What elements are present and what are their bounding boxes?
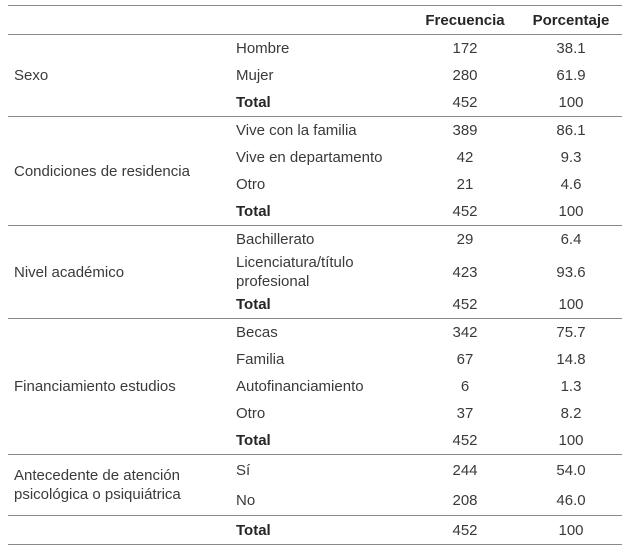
frecuencia-cell: 29 bbox=[456, 231, 474, 248]
table-header: Frecuencia Porcentaje bbox=[8, 5, 622, 35]
frecuencia-cell: 389 bbox=[452, 122, 478, 139]
category-cell bbox=[8, 516, 236, 545]
header-empty-category bbox=[8, 6, 236, 35]
frecuencia-cell: 67 bbox=[456, 351, 474, 368]
section-financiamiento-estudios: Financiamiento estudios Becas 342 75.7 F… bbox=[8, 319, 622, 455]
porcentaje-cell: 46.0 bbox=[556, 491, 586, 509]
label-cell: Vive con la familia bbox=[236, 122, 357, 139]
frecuencia-cell: 423 bbox=[452, 263, 478, 281]
section-condiciones-residencia: Condiciones de residencia Vive con la fa… bbox=[8, 117, 622, 226]
porcentaje-cell: 100 bbox=[558, 296, 584, 313]
label-cell: Mujer bbox=[236, 67, 274, 84]
porcentaje-cell: 8.2 bbox=[560, 405, 582, 422]
total-row: Total 452 100 bbox=[8, 427, 622, 455]
porcentaje-cell: 9.3 bbox=[560, 149, 582, 166]
porcentaje-cell: 4.6 bbox=[560, 176, 582, 193]
porcentaje-cell: 100 bbox=[558, 94, 584, 111]
label-cell: Total bbox=[236, 203, 271, 220]
label-cell: Otro bbox=[236, 176, 266, 193]
label-cell: Sí bbox=[236, 461, 251, 479]
frecuencia-cell: 244 bbox=[452, 461, 478, 479]
table-row: Autofinanciamiento 6 1.3 bbox=[8, 373, 622, 400]
table-row: Nivel académico Bachillerato 29 6.4 bbox=[8, 226, 622, 281]
frecuencia-cell: 6 bbox=[460, 378, 470, 395]
table-row: Otro 21 4.6 bbox=[8, 171, 622, 198]
table-row: Familia 67 14.8 bbox=[8, 346, 622, 373]
total-row: Total 452 100 bbox=[8, 291, 622, 319]
section-sexo: Sexo Hombre 172 38.1 Mujer 280 61.9 Tota… bbox=[8, 35, 622, 117]
porcentaje-cell: 38.1 bbox=[556, 40, 586, 57]
column-header-frecuencia: Frecuencia bbox=[425, 11, 505, 29]
frecuencia-cell: 208 bbox=[452, 491, 478, 509]
label-cell: Bachillerato bbox=[236, 231, 315, 248]
porcentaje-cell: 6.4 bbox=[560, 231, 582, 248]
label-cell: Autofinanciamiento bbox=[236, 378, 364, 395]
total-row: Total 452 100 bbox=[8, 516, 622, 545]
frecuencia-cell: 452 bbox=[452, 296, 478, 313]
table-row: Sexo Hombre 172 38.1 bbox=[8, 35, 622, 84]
label-cell: Otro bbox=[236, 405, 266, 422]
table-row: Licenciatura/título profesional 423 93.6 bbox=[8, 253, 622, 291]
category-cell: Sexo bbox=[14, 67, 49, 84]
category-cell: Condiciones de residencia bbox=[14, 162, 190, 180]
label-cell: Familia bbox=[236, 351, 285, 368]
total-row: Total 452 100 bbox=[8, 198, 622, 226]
porcentaje-cell: 86.1 bbox=[556, 122, 586, 139]
porcentaje-cell: 75.7 bbox=[556, 324, 586, 341]
label-cell: Licenciatura/título profesional bbox=[236, 254, 354, 290]
frecuencia-cell: 452 bbox=[452, 432, 478, 449]
frecuencia-cell: 452 bbox=[452, 203, 478, 220]
label-cell: No bbox=[236, 491, 256, 509]
label-cell: Total bbox=[236, 521, 271, 539]
porcentaje-cell: 14.8 bbox=[556, 351, 586, 368]
table-row: No 208 46.0 bbox=[8, 485, 622, 516]
label-cell: Total bbox=[236, 432, 271, 449]
porcentaje-cell: 93.6 bbox=[556, 263, 586, 281]
frecuencia-cell: 452 bbox=[452, 94, 478, 111]
section-final-total: Total 452 100 bbox=[8, 516, 622, 545]
table-row: Condiciones de residencia Vive con la fa… bbox=[8, 117, 622, 180]
porcentaje-cell: 100 bbox=[558, 521, 584, 539]
column-header-porcentaje: Porcentaje bbox=[532, 11, 610, 29]
frecuencia-cell: 172 bbox=[452, 40, 478, 57]
demographics-table: Frecuencia Porcentaje Sexo Hombre 172 38… bbox=[8, 5, 622, 545]
label-cell: Vive en departamento bbox=[236, 149, 383, 166]
porcentaje-cell: 61.9 bbox=[556, 67, 586, 84]
label-cell: Becas bbox=[236, 324, 278, 341]
frecuencia-cell: 342 bbox=[452, 324, 478, 341]
table-row: Mujer 280 61.9 bbox=[8, 62, 622, 89]
header-empty-label bbox=[236, 6, 410, 35]
label-cell: Hombre bbox=[236, 40, 290, 57]
total-row: Total 452 100 bbox=[8, 89, 622, 117]
porcentaje-cell: 100 bbox=[558, 432, 584, 449]
category-cell: Antecedente de atención psicológica o ps… bbox=[14, 467, 181, 503]
header-row: Frecuencia Porcentaje bbox=[8, 6, 622, 35]
porcentaje-cell: 54.0 bbox=[556, 461, 586, 479]
table-row: Antecedente de atención psicológica o ps… bbox=[8, 455, 622, 504]
frecuencia-cell: 452 bbox=[452, 521, 478, 539]
frecuencia-cell: 280 bbox=[452, 67, 478, 84]
table-row: Otro 37 8.2 bbox=[8, 400, 622, 427]
frecuencia-cell: 37 bbox=[456, 405, 474, 422]
porcentaje-cell: 100 bbox=[558, 203, 584, 220]
frecuencia-cell: 21 bbox=[456, 176, 474, 193]
label-cell: Total bbox=[236, 296, 271, 313]
frecuencia-cell: 42 bbox=[456, 149, 474, 166]
table-row: Vive en departamento 42 9.3 bbox=[8, 144, 622, 171]
section-antecedente-atencion: Antecedente de atención psicológica o ps… bbox=[8, 455, 622, 516]
category-cell: Financiamiento estudios bbox=[14, 378, 176, 395]
category-cell: Nivel académico bbox=[14, 263, 125, 281]
table-row: Financiamiento estudios Becas 342 75.7 bbox=[8, 319, 622, 395]
porcentaje-cell: 1.3 bbox=[560, 378, 582, 395]
label-cell: Total bbox=[236, 94, 271, 111]
section-nivel-academico: Nivel académico Bachillerato 29 6.4 Lice… bbox=[8, 226, 622, 319]
